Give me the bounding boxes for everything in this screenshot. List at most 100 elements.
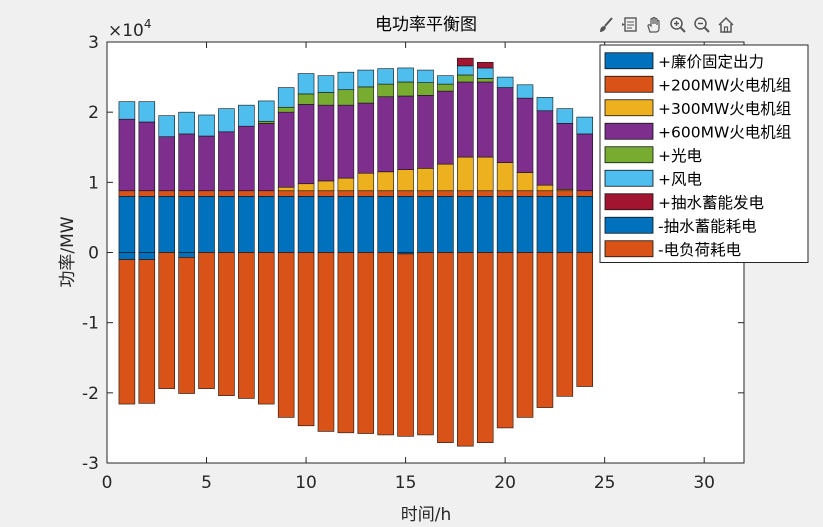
- bar-segment: [496, 76, 514, 88]
- bar-segment: [457, 190, 474, 197]
- x-tick-label: 0: [102, 473, 113, 493]
- bar-segment: [536, 190, 554, 197]
- bar-segment: [476, 81, 494, 158]
- bar-segment: [476, 156, 494, 192]
- bar-segment: [257, 100, 275, 122]
- bar-segment: [397, 196, 414, 253]
- axes-toolbar: [596, 13, 736, 37]
- brush-icon[interactable]: [596, 15, 616, 35]
- legend-label: +300MW火电机组: [658, 100, 791, 118]
- x-tick-label: 30: [693, 473, 715, 493]
- bar-segment: [257, 252, 275, 405]
- bar-segment: [476, 196, 494, 253]
- y-tick-label: -2: [82, 384, 99, 404]
- zoom-in-icon[interactable]: [668, 15, 688, 35]
- legend[interactable]: +廉价固定出力 +200MW火电机组 +300MW火电机组 +600MW火电机组 +光电…: [599, 44, 809, 263]
- y-tick-label: -3: [82, 454, 99, 474]
- bar-segment: [437, 83, 454, 92]
- bar-segment: [178, 133, 195, 192]
- bar-segment: [337, 196, 355, 253]
- data-tip-icon[interactable]: [620, 15, 640, 35]
- legend-swatch: [604, 146, 654, 164]
- bar-segment: [457, 252, 474, 447]
- bar-segment: [417, 252, 434, 436]
- bar-segment: [417, 69, 434, 83]
- legend-swatch: [604, 169, 654, 187]
- bar-segment: [397, 67, 414, 83]
- bar-segment: [158, 190, 175, 197]
- bar-segment: [337, 104, 355, 179]
- bar-segment: [337, 190, 355, 197]
- bar-segment: [178, 196, 195, 253]
- bar-segment: [138, 196, 156, 253]
- legend-swatch: [604, 99, 654, 117]
- bar-segment: [576, 252, 594, 387]
- bar-segment: [238, 190, 255, 197]
- bar-segment: [476, 252, 494, 443]
- bar-segment: [238, 125, 255, 192]
- bar-segment: [516, 172, 534, 192]
- bar-segment: [357, 86, 375, 104]
- bar-segment: [397, 253, 414, 437]
- legend-swatch: [604, 193, 654, 211]
- bar-segment: [516, 84, 534, 99]
- bar-segment: [437, 196, 454, 253]
- bar-segment: [556, 108, 574, 124]
- y-axis-label: 功率/MW: [58, 216, 78, 287]
- bar-segment: [118, 190, 136, 197]
- bar-segment: [496, 87, 514, 163]
- bar-segment: [417, 190, 434, 197]
- bar-segment: [277, 190, 295, 197]
- bar-segment: [218, 252, 235, 396]
- bar-segment: [417, 82, 434, 96]
- bar-segment: [218, 108, 235, 133]
- bar-segment: [317, 180, 335, 192]
- bar-segment: [317, 252, 335, 432]
- bar-segment: [437, 190, 454, 197]
- y-tick-label: 2: [88, 103, 99, 123]
- zoom-out-icon[interactable]: [692, 15, 712, 35]
- bar-segment: [357, 190, 375, 197]
- bar-segment: [297, 190, 315, 197]
- legend-label: +200MW火电机组: [658, 76, 791, 94]
- bar-segment: [317, 75, 335, 93]
- bar-segment: [158, 136, 175, 192]
- legend-swatch: [604, 240, 654, 258]
- bar-segment: [417, 168, 434, 192]
- legend-label: +600MW火电机组: [658, 123, 791, 141]
- bar-segment: [138, 121, 156, 192]
- bar-segment: [297, 196, 315, 253]
- bar-segment: [576, 116, 594, 135]
- bar-segment: [337, 89, 355, 106]
- bar-segment: [218, 196, 235, 253]
- x-tick-label: 20: [494, 473, 516, 493]
- bar-segment: [178, 111, 195, 135]
- bar-segment: [198, 252, 215, 389]
- bar-segment: [277, 252, 295, 418]
- bar-segment: [198, 190, 215, 197]
- bar-segment: [457, 74, 474, 83]
- bar-segment: [178, 257, 195, 394]
- bar-segment: [297, 93, 315, 105]
- pan-hand-icon[interactable]: [644, 15, 664, 35]
- bar-segment: [297, 104, 315, 185]
- bar-segment: [118, 259, 136, 405]
- x-axis-label: 时间/h: [401, 505, 452, 525]
- exponent-label: ×104: [108, 17, 152, 41]
- bar-segment: [138, 252, 156, 260]
- legend-label: +风电: [658, 170, 702, 188]
- home-icon[interactable]: [716, 15, 736, 35]
- bar-segment: [297, 252, 315, 427]
- bar-segment: [118, 118, 136, 192]
- bar-segment: [457, 57, 474, 67]
- bar-segment: [238, 104, 255, 127]
- bars-layer: [118, 57, 594, 447]
- bar-segment: [496, 252, 514, 429]
- bar-segment: [397, 169, 414, 192]
- bar-segment: [457, 81, 474, 158]
- y-tick-label: 0: [88, 244, 99, 264]
- bar-segment: [377, 171, 394, 192]
- legend-label: +光电: [658, 147, 702, 165]
- legend-label: -抽水蓄能耗电: [658, 217, 757, 235]
